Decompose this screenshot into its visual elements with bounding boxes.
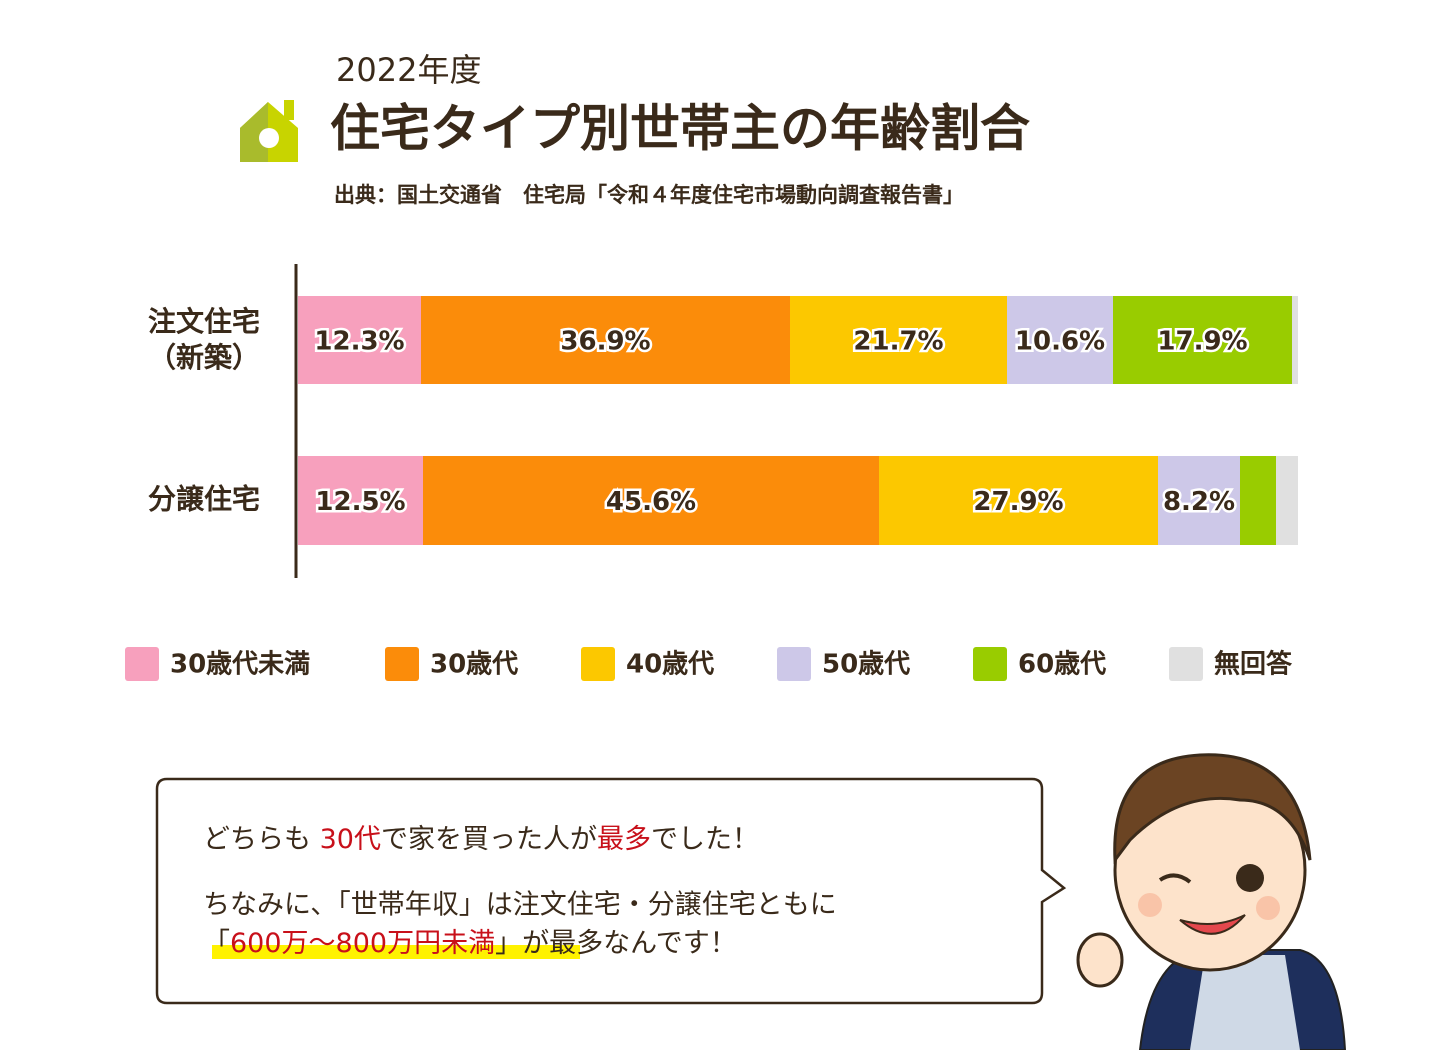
value-label: 45.6% (606, 487, 696, 517)
value-label: 36.9% (560, 327, 650, 357)
legend-swatch (777, 647, 811, 681)
chart-title: 住宅タイプ別世帯主の年齢割合 (330, 100, 1030, 158)
bar-segment (298, 456, 423, 545)
value-label: 10.6% (1015, 327, 1105, 357)
bubble-line: 「600万～800万円未満」が最多なんです！ (203, 928, 737, 959)
house-icon (240, 100, 298, 162)
legend-swatch (385, 647, 419, 681)
value-label: 17.9% (1157, 327, 1247, 357)
legend-label: 60歳代 (1018, 650, 1106, 680)
legend-label: 無回答 (1214, 649, 1293, 680)
text: で家を買った人が (381, 824, 597, 855)
legend-swatch (973, 647, 1007, 681)
bar-segment (1158, 456, 1240, 545)
text: 「 (203, 928, 230, 959)
bar-segment (1113, 296, 1292, 384)
text: でした！ (651, 824, 759, 855)
bar-segment (879, 456, 1158, 545)
bar-segment (421, 296, 790, 384)
emphasis: 30代 (320, 824, 381, 855)
supertitle: 2022年度 (336, 51, 481, 89)
bar-segment (1276, 456, 1298, 545)
y-tick-label: 注文住宅（新築） (148, 305, 260, 374)
bar-segment (298, 296, 421, 384)
text: どちらも (203, 824, 311, 855)
character (1076, 753, 1347, 1050)
source: 出典：国土交通省 住宅局「令和４年度住宅市場動向調査報告書」 (334, 183, 964, 207)
speech-bubble: どちらも 30代で家を買った人が最多でした！ ちなみに、「世帯年収」は注文住宅・… (155, 777, 1067, 1005)
text: 」が最多なんです！ (495, 928, 737, 959)
highlight (212, 945, 580, 959)
bar-segment (423, 456, 879, 545)
bubble-line: どちらも 30代で家を買った人が最多でした！ (203, 824, 759, 855)
legend-label: 50歳代 (822, 650, 910, 680)
emphasis: 最多 (597, 824, 651, 855)
emphasis: 600万～800万円未満 (230, 928, 495, 959)
legend-label: 30歳代未満 (170, 650, 310, 680)
legend-swatch (125, 647, 159, 681)
y-tick-label: 分譲住宅 (148, 483, 260, 516)
bar-segment (1007, 296, 1113, 384)
bubble-line: ちなみに、「世帯年収」は注文住宅・分譲住宅ともに (203, 890, 837, 921)
bar-segment (1240, 456, 1276, 545)
legend-swatch (581, 647, 615, 681)
bar-segment (1292, 296, 1298, 384)
value-label: 8.2% (1163, 487, 1235, 517)
legend-label: 40歳代 (626, 650, 714, 680)
legend-label: 30歳代 (430, 650, 518, 680)
value-label: 12.5% (315, 487, 405, 517)
legend-swatch (1169, 647, 1203, 681)
bar-segment (790, 296, 1007, 384)
value-label: 12.3% (314, 327, 404, 357)
value-label: 21.7% (853, 327, 943, 357)
value-label: 27.9% (973, 487, 1063, 517)
